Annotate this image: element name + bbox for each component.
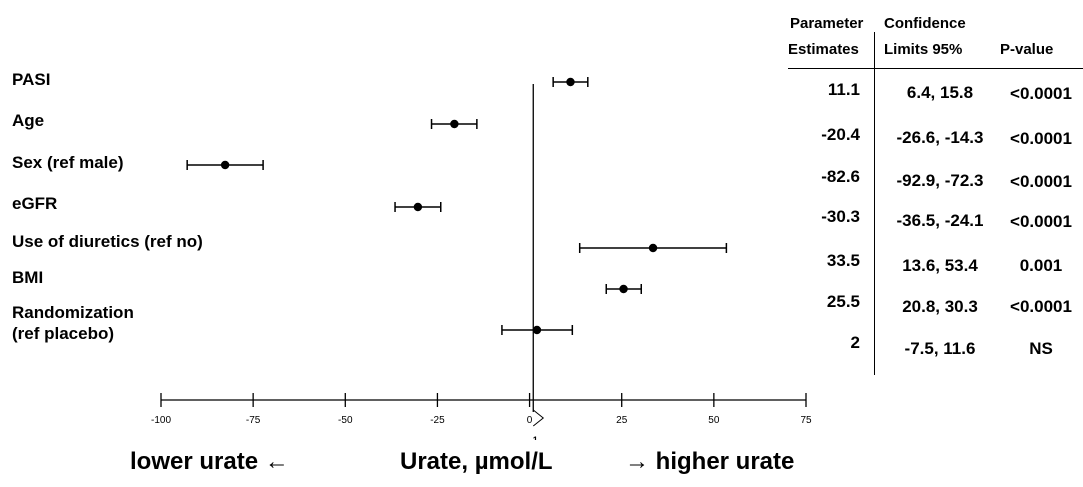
row-label-3: eGFR [12, 194, 58, 213]
p-value-cell-row-5: <0.0001 [1010, 297, 1072, 316]
row-label-6-line-0: Randomization [12, 303, 134, 322]
estimate-cell-row-5: 25.5 [826, 292, 860, 311]
row-label-4: Use of diuretics (ref no) [12, 232, 203, 251]
ci-header-line2: Limits 95% [884, 41, 963, 58]
x-tick-label-1: -75 [246, 415, 261, 426]
forest-plot: -100 -75 -50 -25 0 25 50 75 1 [151, 77, 812, 440]
caption-axis-title: Urate, µmol/L [400, 448, 553, 475]
estimate-point-row-5 [619, 284, 628, 294]
p-value-header: P-value [1000, 41, 1054, 58]
estimate-point-row-6 [532, 325, 542, 335]
estimate-cell-row-2: -82.6 [821, 167, 860, 186]
estimate-cell-row-1: -20.4 [821, 125, 860, 144]
row-label-6-line-1: (ref placebo) [12, 324, 115, 343]
estimate-point-row-1 [450, 119, 459, 129]
reference-line-break-mark [532, 409, 545, 427]
p-value-cell-row-4: 0.001 [1019, 256, 1063, 275]
estimate-cell-row-6: 2 [850, 333, 860, 352]
x-tick-label-0: -100 [151, 415, 171, 426]
p-value-cell-row-0: <0.0001 [1010, 84, 1072, 103]
x-tick-label-2: -50 [338, 415, 353, 426]
estimate-point-row-4 [648, 243, 658, 253]
ci-cell-row-0: 6.4, 15.8 [906, 83, 974, 102]
caption-lower-urate: lower urate ← [130, 448, 289, 475]
ci-cell-row-2: -92.9, -72.3 [896, 171, 984, 190]
estimate-point-row-2 [220, 160, 230, 170]
ci-cell-row-4: 13.6, 53.4 [902, 256, 978, 275]
p-value-cell-row-6: NS [1029, 339, 1053, 358]
p-value-cell-row-2: <0.0001 [1010, 172, 1072, 191]
p-value-cell-row-1: <0.0001 [1010, 129, 1072, 148]
estimate-point-row-3 [413, 202, 423, 212]
table-header-rule [788, 68, 1083, 69]
estimate-header-line1: Parameter [790, 15, 864, 32]
reference-line-label: 1 [533, 435, 538, 440]
x-tick-label-3: -25 [430, 415, 445, 426]
ci-header-line1: Confidence [884, 15, 966, 32]
x-tick-label-4: 0 [527, 415, 533, 426]
x-tick-label-7: 75 [800, 415, 812, 426]
ci-cell-row-5: 20.8, 30.3 [902, 297, 978, 316]
estimate-cell-row-3: -30.3 [821, 207, 860, 226]
x-tick-label-6: 50 [708, 415, 720, 426]
row-label-2: Sex (ref male) [12, 153, 124, 172]
ci-cell-row-6: -7.5, 11.6 [904, 339, 976, 358]
caption-higher-urate: → higher urate [625, 448, 795, 475]
estimate-header-line2: Estimates [788, 41, 859, 58]
row-label-0: PASI [12, 70, 51, 89]
table-column-rule [874, 32, 875, 375]
p-value-cell-row-3: <0.0001 [1010, 212, 1072, 231]
estimate-cell-row-4: 33.5 [826, 251, 860, 270]
row-label-5: BMI [12, 268, 44, 287]
row-label-1: Age [12, 111, 45, 130]
ci-cell-row-3: -36.5, -24.1 [896, 211, 984, 230]
estimate-cell-row-0: 11.1 [827, 80, 860, 99]
ci-cell-row-1: -26.6, -14.3 [896, 128, 984, 147]
x-tick-label-5: 25 [616, 415, 628, 426]
estimate-point-row-0 [566, 77, 575, 87]
